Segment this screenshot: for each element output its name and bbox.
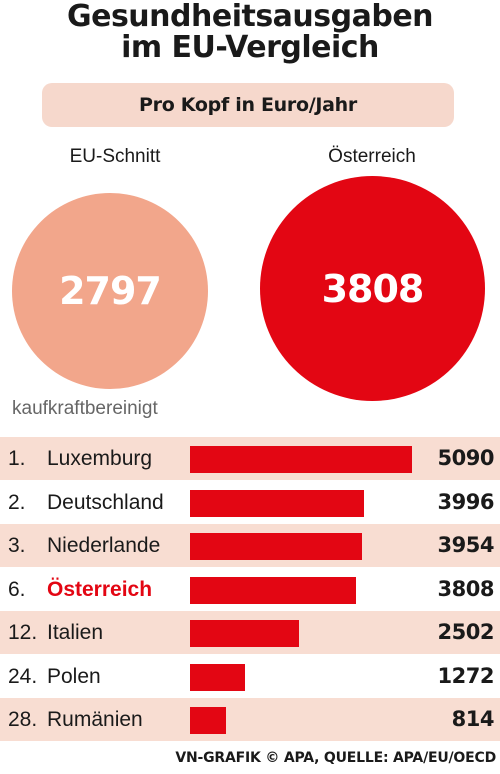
country-label: Niederlande bbox=[47, 534, 161, 557]
eu-average-circle: 2797 bbox=[12, 193, 208, 389]
subtitle-banner: Pro Kopf in Euro/Jahr bbox=[42, 83, 454, 127]
rank-label: 1. bbox=[8, 447, 26, 470]
table-row: 6. Österreich 3808 bbox=[0, 568, 500, 611]
bar-polen bbox=[190, 663, 246, 691]
value-label: 814 bbox=[451, 707, 495, 731]
value-label: 5090 bbox=[437, 446, 495, 470]
bar-luxemburg bbox=[190, 446, 412, 473]
bar-rumänien bbox=[190, 707, 226, 734]
country-label: Österreich bbox=[47, 577, 153, 601]
table-row: 3. Niederlande 3954 bbox=[0, 524, 500, 567]
eu-average-label: EU-Schnitt bbox=[69, 146, 161, 167]
rank-label: 24. bbox=[8, 664, 38, 688]
bar-niederlande bbox=[190, 533, 363, 560]
country-label: Italien bbox=[47, 621, 104, 644]
rank-label: 6. bbox=[8, 577, 26, 601]
table-row: 2. Deutschland 3996 bbox=[0, 481, 500, 524]
rank-label: 3. bbox=[8, 534, 26, 557]
value-label: 3808 bbox=[437, 576, 495, 601]
austria-label: Österreich bbox=[328, 146, 416, 167]
table-row: 1. Luxemburg 5090 bbox=[0, 437, 500, 480]
country-label: Deutschland bbox=[47, 490, 164, 514]
value-label: 3996 bbox=[437, 489, 495, 514]
table-row: 28. Rumänien 814 bbox=[0, 698, 500, 741]
value-label: 1272 bbox=[437, 663, 495, 688]
austria-value: 3808 bbox=[321, 266, 425, 311]
table-row: 24. Polen 1272 bbox=[0, 655, 500, 698]
rank-label: 2. bbox=[8, 490, 26, 514]
bar-italien bbox=[190, 620, 300, 647]
title-line-1: Gesundheitsausgaben bbox=[66, 0, 434, 34]
eu-average-value: 2797 bbox=[59, 269, 162, 313]
rank-label: 12. bbox=[8, 621, 38, 644]
country-label: Rumänien bbox=[47, 708, 143, 731]
value-label: 3954 bbox=[437, 533, 495, 557]
title-line-2: im EU-Vergleich bbox=[121, 30, 379, 65]
country-label: Luxemburg bbox=[47, 447, 153, 470]
austria-circle: 3808 bbox=[260, 176, 485, 401]
purchasing-power-note: kaufkraftbereinigt bbox=[12, 398, 158, 419]
bar-österreich bbox=[190, 576, 357, 604]
rank-label: 28. bbox=[8, 708, 38, 731]
bar-deutschland bbox=[190, 489, 365, 517]
value-label: 2502 bbox=[437, 620, 495, 644]
source-credit: VN-GRAFIK © APA, QUELLE: APA/EU/OECD bbox=[175, 750, 496, 766]
country-label: Polen bbox=[47, 664, 101, 688]
table-row: 12. Italien 2502 bbox=[0, 611, 500, 654]
